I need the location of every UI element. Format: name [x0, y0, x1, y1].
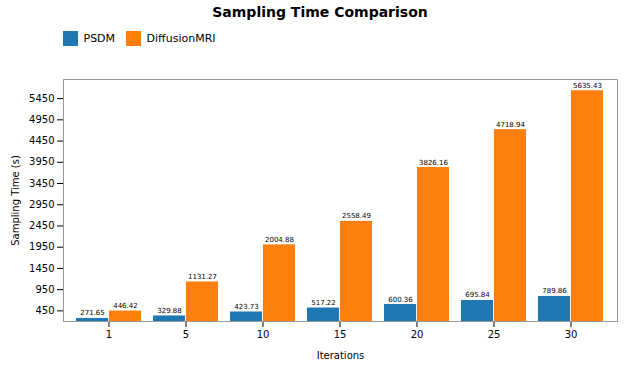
svg-text:30: 30	[565, 328, 578, 339]
svg-text:517.22: 517.22	[311, 299, 336, 307]
svg-text:10: 10	[257, 328, 270, 339]
svg-text:4450: 4450	[29, 135, 54, 146]
svg-text:446.42: 446.42	[113, 302, 137, 310]
svg-text:1131.27: 1131.27	[188, 272, 217, 280]
svg-text:20: 20	[411, 328, 424, 339]
svg-text:329.88: 329.88	[157, 306, 182, 314]
svg-text:4718.94: 4718.94	[496, 120, 525, 128]
svg-text:1: 1	[106, 328, 112, 339]
svg-text:3826.16: 3826.16	[419, 158, 448, 166]
svg-text:1450: 1450	[29, 262, 54, 273]
svg-text:2558.49: 2558.49	[342, 212, 371, 220]
svg-text:4950: 4950	[29, 114, 54, 125]
svg-text:695.84: 695.84	[465, 291, 490, 299]
svg-text:2950: 2950	[29, 198, 54, 209]
svg-text:600.36: 600.36	[388, 295, 413, 303]
svg-text:423.73: 423.73	[234, 303, 259, 311]
svg-text:5: 5	[183, 328, 189, 339]
svg-text:Iterations: Iterations	[317, 349, 365, 360]
svg-text:789.86: 789.86	[542, 287, 567, 295]
html-text:PSDM: PSDM	[83, 32, 116, 45]
svg-text:1950: 1950	[29, 241, 54, 252]
svg-text:950: 950	[35, 283, 54, 294]
svg-text:450: 450	[35, 305, 54, 316]
html-text:DiffusionMRI: DiffusionMRI	[146, 32, 216, 45]
svg-text:3450: 3450	[29, 177, 54, 188]
svg-text:Sampling Time (s): Sampling Time (s)	[10, 155, 21, 246]
svg-text:2450: 2450	[29, 220, 54, 231]
svg-text:271.65: 271.65	[80, 309, 105, 317]
svg-text:5635.43: 5635.43	[573, 81, 602, 89]
svg-text:2004.88: 2004.88	[265, 235, 294, 243]
svg-text:25: 25	[488, 328, 501, 339]
svg-text:15: 15	[334, 328, 347, 339]
html-text:Sampling Time Comparison: Sampling Time Comparison	[212, 4, 428, 20]
svg-text:5450: 5450	[29, 92, 54, 103]
svg-text:3950: 3950	[29, 156, 54, 167]
